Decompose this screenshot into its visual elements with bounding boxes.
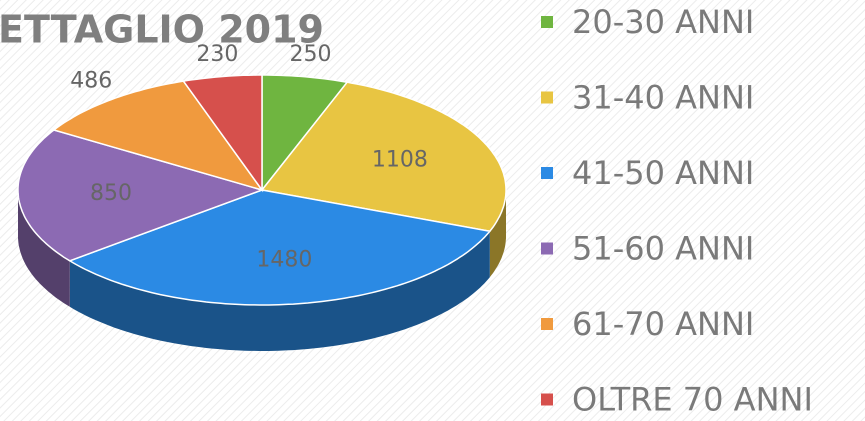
data-label: 1480 — [256, 248, 312, 273]
slice — [261, 74, 349, 193]
slice-side — [69, 231, 490, 351]
slice — [260, 81, 507, 233]
legend-label: OLTRE 70 ANNI — [572, 381, 813, 419]
slice — [52, 80, 264, 192]
legend-swatch — [541, 91, 553, 104]
legend-swatch — [541, 16, 553, 28]
data-label: 250 — [289, 42, 331, 67]
slice — [17, 129, 265, 262]
data-label: 1108 — [372, 148, 428, 173]
legend-label: 51-60 ANNI — [572, 230, 754, 268]
slice-side — [18, 190, 70, 307]
legend-swatch — [541, 393, 553, 406]
legend-label: 31-40 ANNI — [572, 79, 754, 117]
data-label: 850 — [90, 181, 132, 206]
legend-swatch — [541, 167, 553, 179]
slice — [182, 74, 263, 193]
slice — [68, 189, 492, 306]
chart-title: ETTAGLIO 2019 — [0, 8, 324, 52]
legend-swatch — [541, 242, 553, 255]
legend-label: 61-70 ANNI — [572, 305, 754, 343]
legend-label: 41-50 ANNI — [572, 154, 754, 192]
data-label: 230 — [196, 42, 238, 67]
data-label: 486 — [70, 68, 112, 93]
legend-swatch — [541, 318, 553, 330]
legend-label: 20-30 ANNI — [572, 3, 754, 41]
